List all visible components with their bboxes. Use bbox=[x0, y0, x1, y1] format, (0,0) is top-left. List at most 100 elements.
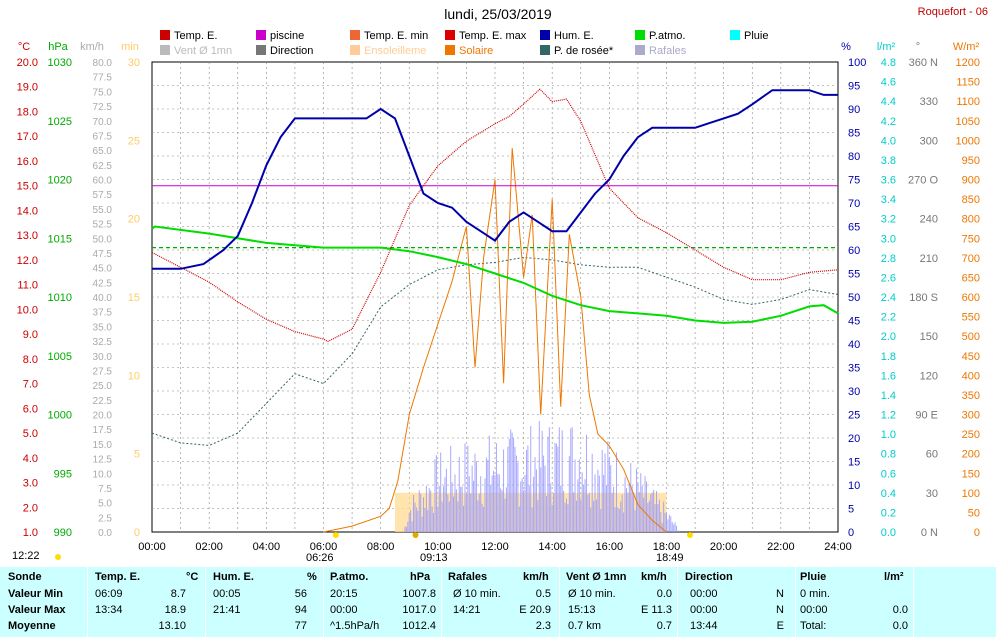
hum-tick-label: 70 bbox=[848, 198, 860, 210]
hum-tick-label: 30 bbox=[848, 386, 860, 398]
minutes-tick-label: 10 bbox=[128, 370, 140, 382]
solar-tick-label: 400 bbox=[962, 370, 980, 382]
rain-tick-label: 3.8 bbox=[881, 155, 896, 167]
table-cell: 00:00 bbox=[330, 604, 358, 616]
table-cell: 13.10 bbox=[158, 620, 186, 632]
solar-tick-label: 750 bbox=[962, 233, 980, 245]
wind-tick-label: 32.5 bbox=[93, 337, 113, 348]
axis-unit-rain: l/m² bbox=[877, 41, 896, 53]
temp-tick-label: 4.0 bbox=[23, 453, 38, 465]
dir-tick-label: 210 bbox=[920, 253, 938, 265]
rain-tick-label: 2.0 bbox=[881, 331, 896, 343]
axis-unit-dir: ° bbox=[916, 41, 920, 53]
table-cell: E 20.9 bbox=[519, 604, 551, 616]
dir-tick-label: 30 bbox=[926, 488, 938, 500]
x-tick-label: 04:00 bbox=[253, 541, 281, 553]
solar-tick-label: 500 bbox=[962, 331, 980, 343]
table-cell: Total: bbox=[800, 620, 827, 632]
table-cell: 14:21 bbox=[453, 604, 481, 616]
temp-tick-label: 14.0 bbox=[17, 205, 38, 217]
wind-tick-label: 67.5 bbox=[93, 131, 113, 142]
wind-tick-label: 10.0 bbox=[93, 469, 113, 480]
legend-item: P. de rosée* bbox=[540, 45, 613, 57]
minutes-tick-label: 20 bbox=[128, 214, 140, 226]
wind-tick-label: 2.5 bbox=[98, 513, 112, 524]
solar-tick-label: 600 bbox=[962, 292, 980, 304]
rain-tick-label: 0.2 bbox=[881, 507, 896, 519]
temp-tick-label: 9.0 bbox=[23, 329, 38, 341]
wind-tick-label: 7.5 bbox=[98, 484, 112, 495]
hum-tick-label: 35 bbox=[848, 363, 860, 375]
weather-chart: 00:00 02:00 04:00 06:00 08:00 10:00 12:00 14:00… bbox=[17, 41, 980, 560]
wind-tick-label: 0.0 bbox=[98, 528, 112, 539]
temp-tick-label: 7.0 bbox=[23, 379, 38, 391]
wind-tick-label: 70.0 bbox=[93, 117, 113, 128]
table-cell: 1017.0 bbox=[402, 604, 436, 616]
wind-tick-label: 12.5 bbox=[93, 455, 113, 466]
x-tick-label: 02:00 bbox=[195, 541, 223, 553]
table-cell: 94 bbox=[294, 604, 307, 616]
hum-tick-label: 50 bbox=[848, 292, 860, 304]
solar-tick-label: 250 bbox=[962, 429, 980, 441]
table-cell: 2.3 bbox=[535, 620, 551, 632]
wind-tick-label: 47.5 bbox=[93, 249, 113, 260]
rain-tick-label: 3.6 bbox=[881, 175, 896, 187]
legend-item: Pluie bbox=[730, 30, 768, 42]
press-tick-label: 1005 bbox=[48, 351, 72, 363]
table-cell: 00:00 bbox=[690, 588, 718, 600]
rain-tick-label: 0.0 bbox=[881, 527, 896, 539]
x-tick-label: 00:00 bbox=[138, 541, 166, 553]
rain-tick-label: 0.4 bbox=[881, 488, 896, 500]
solar-tick-label: 50 bbox=[968, 507, 980, 519]
rain-tick-label: 3.0 bbox=[881, 233, 896, 245]
sunrise-time: 06:26 bbox=[306, 552, 334, 564]
table-header: Sonde bbox=[8, 571, 42, 583]
dir-tick-label: 0 N bbox=[921, 527, 938, 539]
table-cell: Ø 10 min. bbox=[568, 588, 616, 600]
table-header: km/h bbox=[523, 571, 549, 583]
hum-tick-label: 25 bbox=[848, 410, 860, 422]
summary-table: Sonde Temp. E. °C Hum. E. % P.atmo. hPa … bbox=[0, 567, 996, 637]
solar-tick-label: 1200 bbox=[956, 57, 980, 69]
table-header: Temp. E. bbox=[95, 571, 141, 583]
solar-tick-label: 900 bbox=[962, 175, 980, 187]
hum-tick-label: 5 bbox=[848, 504, 854, 516]
wind-tick-label: 62.5 bbox=[93, 161, 113, 172]
x-tick-label: 10:00 bbox=[424, 541, 452, 553]
press-tick-label: 995 bbox=[54, 468, 72, 480]
legend-item: Temp. E. max bbox=[445, 30, 526, 42]
wind-tick-label: 22.5 bbox=[93, 396, 113, 407]
dir-tick-label: 330 bbox=[920, 96, 938, 108]
wind-tick-label: 27.5 bbox=[93, 366, 113, 377]
minutes-tick-label: 30 bbox=[128, 57, 140, 69]
row-label: Valeur Min bbox=[8, 588, 64, 600]
table-header: Direction bbox=[685, 571, 733, 583]
table-cell: Ø 10 min. bbox=[453, 588, 501, 600]
table-header: °C bbox=[186, 571, 199, 583]
temp-tick-label: 16.0 bbox=[17, 156, 38, 168]
sun-marker bbox=[332, 532, 339, 538]
wind-tick-label: 35.0 bbox=[93, 322, 113, 333]
table-cell: 0.0 bbox=[892, 620, 908, 632]
table-cell: 0.0 bbox=[656, 588, 672, 600]
table-header: Pluie bbox=[800, 571, 827, 583]
temp-tick-label: 17.0 bbox=[17, 131, 38, 143]
rain-tick-label: 2.8 bbox=[881, 253, 896, 265]
sun-marker bbox=[55, 554, 61, 560]
table-cell: E 11.3 bbox=[641, 604, 672, 616]
rain-tick-label: 1.4 bbox=[881, 390, 896, 402]
temp-tick-label: 10.0 bbox=[17, 304, 38, 316]
x-tick-label: 16:00 bbox=[596, 541, 624, 553]
x-tick-label: 24:00 bbox=[824, 541, 852, 553]
solar-tick-label: 700 bbox=[962, 253, 980, 265]
temp-tick-label: 19.0 bbox=[17, 82, 38, 94]
series-pressure bbox=[151, 225, 839, 324]
table-cell: 13:34 bbox=[95, 604, 123, 616]
wind-tick-label: 77.5 bbox=[93, 73, 113, 84]
rain-tick-label: 3.4 bbox=[881, 194, 896, 206]
hum-tick-label: 60 bbox=[848, 245, 860, 257]
solar-tick-label: 550 bbox=[962, 312, 980, 324]
sunshine-bar bbox=[394, 492, 410, 532]
x-tick-label: 14:00 bbox=[538, 541, 566, 553]
sunset-time: 18:49 bbox=[656, 552, 684, 564]
